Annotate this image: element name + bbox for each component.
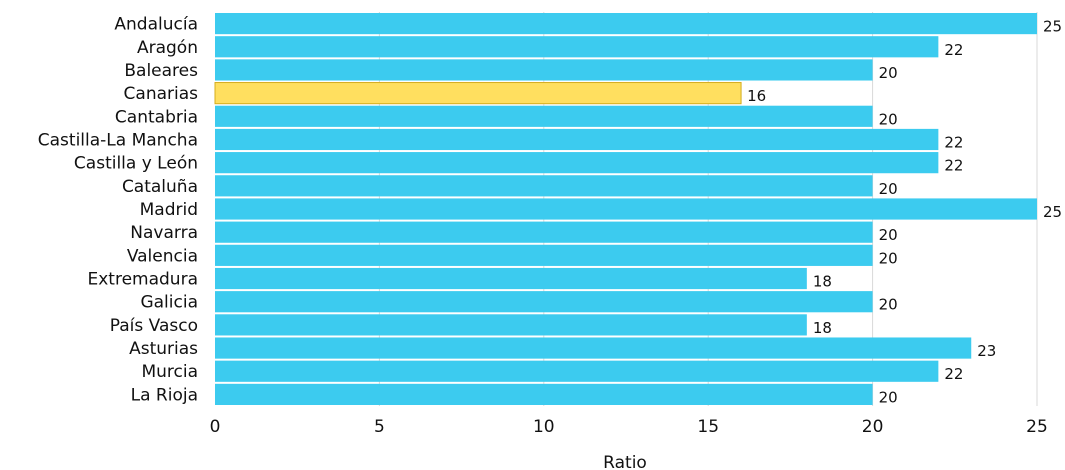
data-label: 25 bbox=[1043, 203, 1062, 221]
category-label: Navarra bbox=[130, 223, 198, 243]
data-label: 18 bbox=[813, 273, 832, 291]
category-label: Andalucía bbox=[114, 15, 198, 35]
data-label: 22 bbox=[944, 365, 963, 383]
x-tick-layer: 0 5 10 15 20 25 bbox=[210, 417, 1048, 437]
bar-4 bbox=[214, 82, 742, 105]
x-tick-label: 5 bbox=[374, 417, 385, 437]
category-label: Galicia bbox=[140, 293, 198, 313]
x-tick-label: 0 bbox=[210, 417, 221, 437]
bar-6 bbox=[215, 128, 939, 151]
bar-5 bbox=[215, 105, 873, 127]
category-label: Canarias bbox=[124, 84, 199, 104]
data-label: 22 bbox=[944, 41, 963, 59]
value-label-layer: 25 22 20 16 20 22 22 20 25 20 20 18 20 18 23 22 20 bbox=[747, 18, 1062, 407]
category-label: País Vasco bbox=[110, 316, 198, 336]
bar-15 bbox=[215, 337, 972, 359]
category-label: La Rioja bbox=[131, 385, 198, 405]
category-label: Castilla y León bbox=[74, 154, 198, 174]
category-label: Valencia bbox=[127, 246, 198, 266]
x-tick-label: 15 bbox=[697, 417, 719, 437]
x-tick-label: 20 bbox=[862, 417, 884, 437]
bar-layer bbox=[214, 13, 1037, 405]
category-label: Extremadura bbox=[88, 270, 199, 290]
bar-2 bbox=[215, 36, 939, 58]
x-tick-label: 10 bbox=[533, 417, 555, 437]
data-label: 18 bbox=[813, 319, 832, 337]
data-label: 20 bbox=[879, 296, 898, 314]
category-label-layer: Andalucía Aragón Baleares Canarias Cantabria… bbox=[38, 15, 198, 406]
category-label: Cataluña bbox=[122, 177, 198, 197]
bar-17 bbox=[215, 383, 873, 405]
bar-13 bbox=[215, 291, 873, 313]
data-label: 16 bbox=[747, 87, 766, 105]
category-label: Castilla-La Mancha bbox=[38, 130, 198, 150]
bar-1 bbox=[215, 13, 1037, 35]
data-label: 20 bbox=[879, 110, 898, 128]
data-label: 22 bbox=[944, 157, 963, 175]
category-label: Aragón bbox=[137, 38, 198, 58]
category-label: Murcia bbox=[141, 362, 198, 382]
bar-7 bbox=[215, 152, 939, 174]
data-label: 20 bbox=[879, 226, 898, 244]
data-label: 22 bbox=[944, 133, 963, 151]
category-label: Baleares bbox=[124, 61, 198, 81]
bar-10 bbox=[215, 221, 873, 243]
x-tick-label: 25 bbox=[1026, 417, 1048, 437]
data-label: 25 bbox=[1043, 18, 1062, 36]
data-label: 23 bbox=[977, 342, 996, 360]
data-label: 20 bbox=[879, 180, 898, 198]
bar-11 bbox=[215, 244, 873, 266]
bar-12 bbox=[215, 267, 807, 290]
bar-9 bbox=[215, 198, 1037, 220]
bar-14 bbox=[215, 314, 807, 336]
bar-8 bbox=[215, 175, 873, 197]
category-label: Cantabria bbox=[115, 107, 198, 127]
data-label: 20 bbox=[879, 249, 898, 267]
bar-3 bbox=[215, 59, 873, 81]
bar-16 bbox=[215, 360, 939, 382]
category-label: Asturias bbox=[129, 339, 198, 359]
category-label: Madrid bbox=[140, 200, 198, 220]
data-label: 20 bbox=[879, 64, 898, 82]
data-label: 20 bbox=[879, 388, 898, 406]
x-axis-title: Ratio bbox=[603, 453, 647, 470]
